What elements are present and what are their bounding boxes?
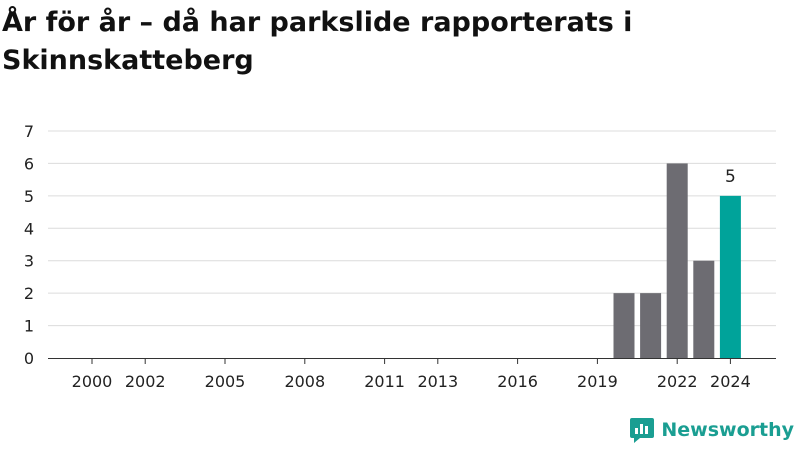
x-tick-label: 2000 (72, 372, 113, 391)
x-axis-ticks: 2000 2002 2005 2008 2011 2013 2016 2019 2022 2024 (72, 358, 751, 391)
x-tick-label: 2022 (657, 372, 698, 391)
chart-title: År för år – då har parkslide rapporterat… (2, 7, 633, 76)
y-tick-label: 1 (24, 317, 34, 336)
bar-2020 (613, 293, 635, 358)
x-tick-label: 2013 (417, 372, 458, 391)
bar-2022 (666, 163, 688, 358)
y-tick-label: 2 (24, 284, 34, 303)
y-tick-label: 6 (24, 154, 34, 173)
x-tick-label: 2019 (577, 372, 618, 391)
bar-2023 (693, 260, 715, 358)
x-tick-label: 2011 (364, 372, 405, 391)
bar-2024 (719, 195, 741, 358)
x-tick-label: 2008 (284, 372, 325, 391)
data-labels: 5 (725, 167, 736, 187)
x-tick-label: 2024 (710, 372, 751, 391)
data-label-highlight: 5 (725, 167, 736, 187)
y-tick-label: 4 (24, 219, 34, 238)
y-tick-label: 0 (24, 349, 34, 368)
newsworthy-logo-icon (630, 418, 655, 443)
brand-name: Newsworthy (661, 419, 794, 441)
y-tick-label: 7 (24, 122, 34, 141)
bar-2021 (640, 293, 662, 358)
gridlines (48, 130, 776, 327)
brand-logo: Newsworthy (629, 416, 794, 444)
bars (48, 163, 776, 359)
y-tick-label: 5 (24, 187, 34, 206)
y-tick-label: 3 (24, 252, 34, 271)
x-tick-label: 2002 (125, 372, 166, 391)
x-tick-label: 2005 (205, 372, 246, 391)
y-axis-ticks: 0 1 2 3 4 5 6 7 (24, 122, 34, 368)
x-tick-label: 2016 (497, 372, 538, 391)
